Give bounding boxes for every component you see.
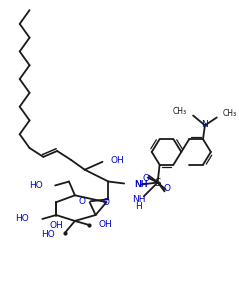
Text: HO: HO [30,181,43,190]
Text: N: N [201,120,208,129]
Text: O: O [103,198,110,207]
Text: NH: NH [134,180,147,189]
Text: S: S [154,178,161,187]
Text: OH: OH [49,221,63,230]
Text: OH: OH [98,220,112,229]
Text: NH: NH [134,180,147,189]
Text: CH₃: CH₃ [223,109,237,118]
Text: HO: HO [41,230,55,239]
Text: O: O [164,184,171,193]
Text: O: O [142,174,149,183]
Text: NH: NH [132,195,146,204]
Text: OH: OH [110,156,124,165]
Text: H: H [136,202,142,211]
Text: CH₃: CH₃ [173,107,187,116]
Text: HO: HO [15,214,29,223]
Text: O: O [79,197,86,206]
